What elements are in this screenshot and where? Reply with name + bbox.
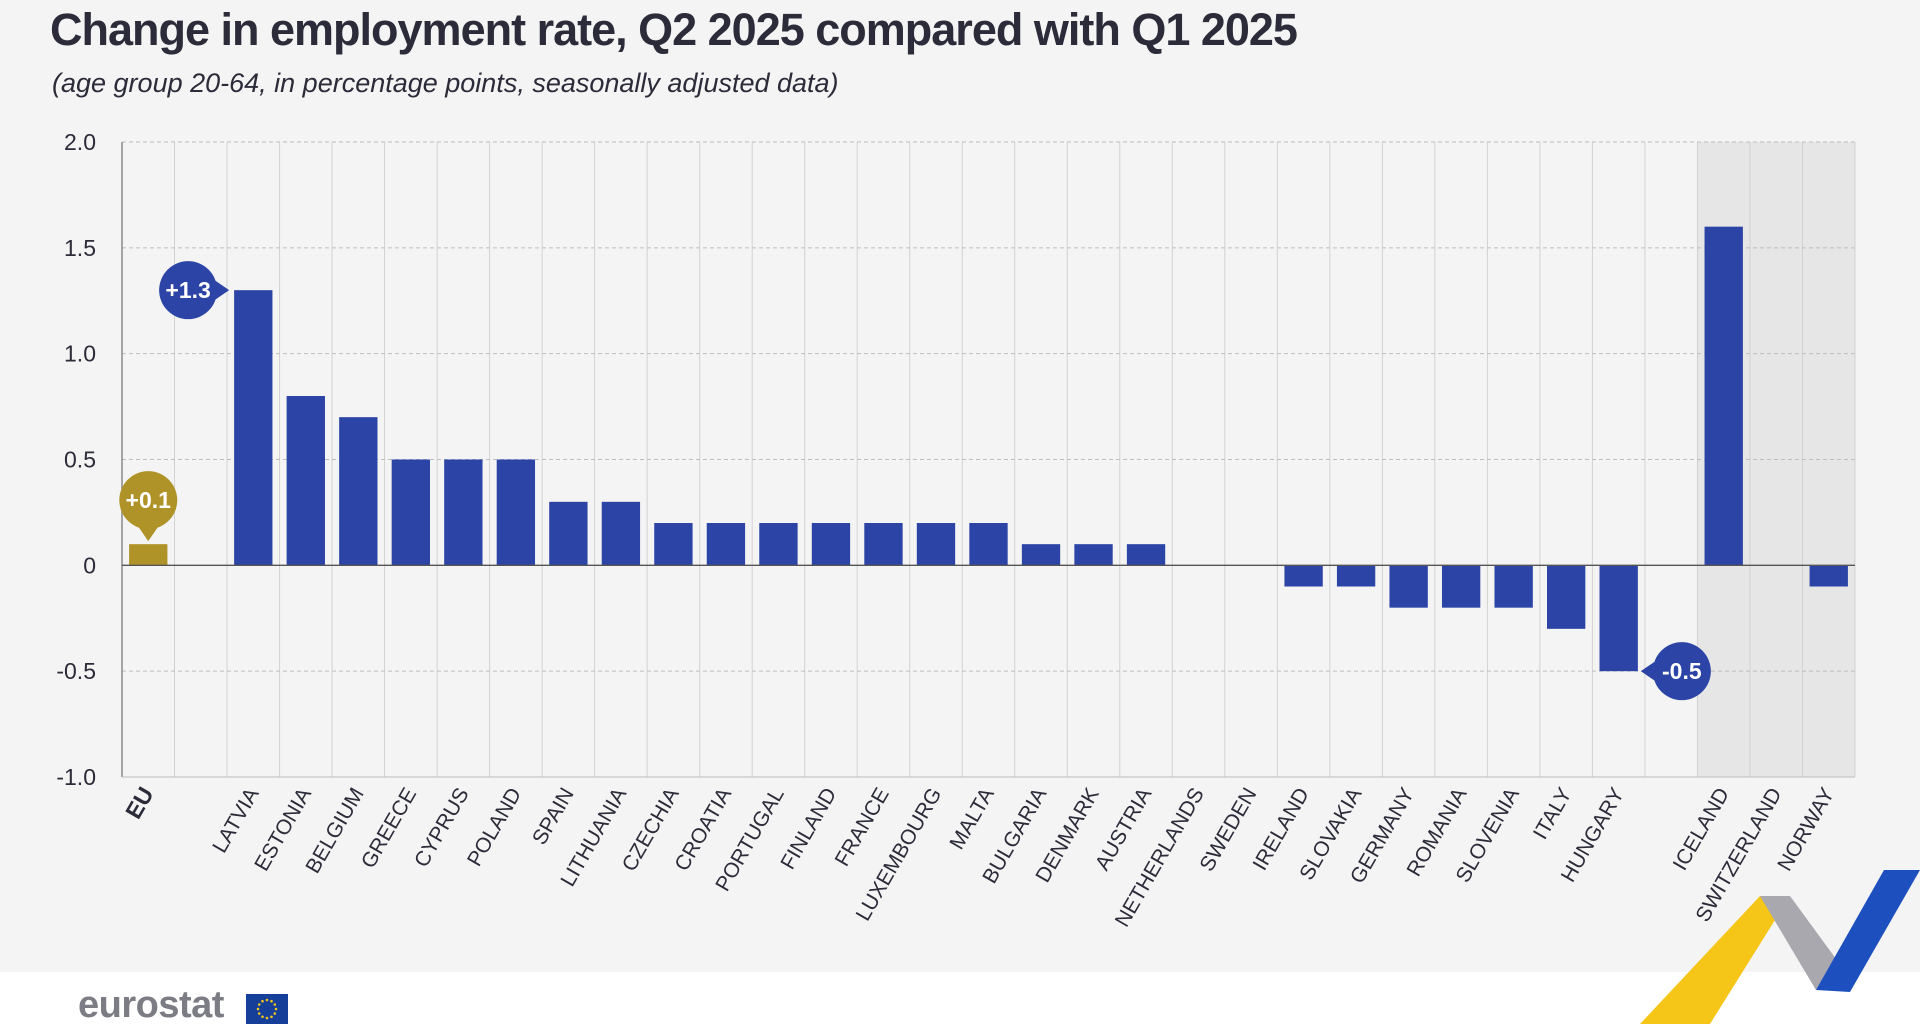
flag-star [270,999,273,1003]
chart-title: Change in employment rate, Q2 2025 compa… [50,4,1298,55]
category-label-eu: EU [120,783,158,824]
category-label-spain: SPAIN [528,784,579,849]
callout-eu: +0.1 [119,471,178,542]
bar-finland [811,523,851,566]
bar-italy [1546,565,1586,629]
bar-austria [1126,544,1166,566]
flag-star [273,1012,277,1015]
bar-slovakia [1336,565,1376,587]
y-tick-label: -1.0 [56,764,96,790]
category-label-italy: ITALY [1529,784,1577,843]
y-tick-label: 0.5 [64,447,96,473]
eurostat-logo-text: eurostat [78,984,224,1024]
y-tick-label: -0.5 [56,658,96,684]
bar-latvia [234,290,273,566]
bar-portugal [759,523,798,566]
bar-greece [391,459,431,566]
bar-denmark [1074,544,1113,566]
corner-decoration [1640,870,1920,1024]
y-tick-label: 0 [83,552,96,578]
y-tick-label: 1.5 [64,235,96,261]
bar-iceland [1704,226,1743,566]
flag-star [265,998,269,1002]
callout-bubble [1652,642,1711,701]
corner-stripe-blue [1816,870,1920,992]
bar-france [864,523,903,566]
bar-bulgaria [1021,544,1061,566]
footer-band [0,972,1920,1024]
y-tick-label: 2.0 [64,129,96,155]
callout-hungary: -0.5 [1640,642,1711,701]
callout-label: -0.5 [1662,658,1702,684]
bar-hungary [1599,565,1638,672]
callout-bubble [119,471,178,530]
flag-star [273,1003,277,1006]
callout-pointer [1640,660,1657,683]
callout-pointer [213,279,230,302]
callout-latvia: +1.3 [159,261,230,320]
flag-star [274,1007,278,1011]
flag-star [257,1003,261,1006]
bar-slovenia [1494,565,1533,608]
bar-germany [1389,565,1428,608]
flag-star [257,1012,261,1015]
bar-luxembourg [916,523,956,566]
callout-bubble [159,261,218,320]
bar-poland [496,459,536,566]
flag-star [265,1016,269,1020]
bar-romania [1441,565,1481,608]
bar-malta [969,523,1008,566]
bar-cyprus [444,459,483,566]
category-label-latvia: LATVIA [208,784,263,857]
bar-spain [549,501,588,566]
bar-norway [1809,565,1848,587]
callout-label: +0.1 [126,487,172,513]
callout-pointer [137,525,160,542]
flag-star [261,1015,264,1019]
y-tick-label: 1.0 [64,341,96,367]
chart-subtitle: (age group 20-64, in percentage points, … [52,68,839,98]
category-label-malta: MALTA [945,784,998,853]
flag-star [256,1007,260,1011]
bar-belgium [339,417,378,566]
corner-stripe-yellow [1640,896,1790,1024]
bar-ireland [1284,565,1323,587]
flag-star [270,1015,273,1019]
eu-flag-icon [246,994,288,1024]
bar-lithuania [601,501,641,566]
bar-estonia [286,396,325,566]
bar-croatia [706,523,746,566]
bar-czechia [654,523,693,566]
callout-label: +1.3 [165,277,210,303]
bar-chart: 2.01.51.00.50-0.5-1.0EU LATVIAESTONIABELG… [56,129,1856,931]
bar-eu [129,544,168,566]
corner-stripe-grey [1760,896,1850,990]
flag-star [261,999,264,1003]
